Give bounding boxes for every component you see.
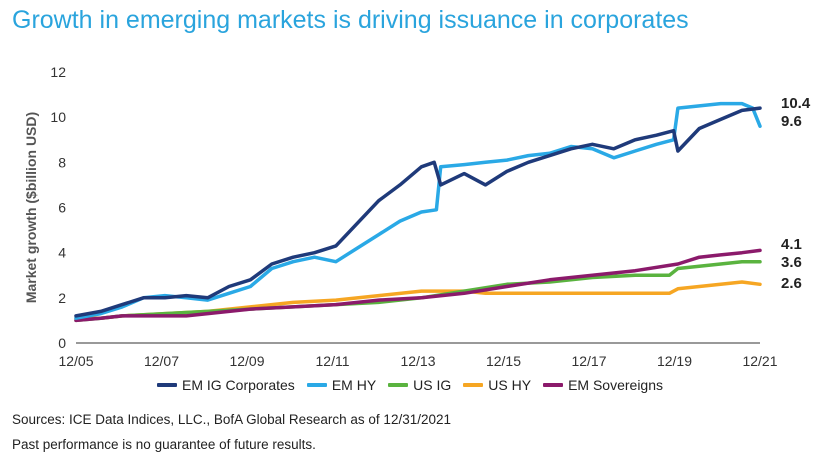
- legend-swatch: [463, 383, 484, 387]
- y-tick-label: 10: [50, 109, 66, 125]
- legend-swatch: [388, 383, 409, 387]
- legend-item: EM Sovereigns: [543, 377, 663, 393]
- end-value-labels: 10.49.6 3.6 2.6 4.1: [781, 95, 811, 292]
- legend-label: EM HY: [331, 377, 377, 393]
- series-line-em-sovereigns: [74, 248, 762, 323]
- x-tick-label: 12/15: [486, 353, 521, 369]
- x-tick-labels: 12/05 12/07 12/09 12/11 12/13 12/15 12/17 12/19…: [58, 353, 777, 369]
- legend-label: US IG: [413, 377, 452, 393]
- x-tick-label: 12/17: [571, 353, 606, 369]
- legend-item: US IG: [388, 377, 451, 393]
- y-tick-label: 6: [58, 200, 66, 216]
- y-axis-label: Market growth ($billion USD): [23, 112, 39, 303]
- chart-title: Growth in emerging markets is driving is…: [12, 6, 689, 34]
- y-tick-label: 12: [50, 64, 66, 80]
- legend-swatch: [156, 383, 177, 387]
- x-tick-label: 12/21: [742, 353, 777, 369]
- x-tick-label: 12/09: [229, 353, 264, 369]
- end-value-label: 2.6: [781, 275, 802, 292]
- legend-label: US HY: [488, 377, 532, 393]
- end-value-label: 10.4: [781, 95, 811, 112]
- legend-item: US HY: [463, 377, 531, 393]
- y-tick-label: 8: [58, 154, 66, 170]
- x-tick-label: 12/05: [58, 353, 93, 369]
- source-note: Sources: ICE Data Indices, LLC., BofA Gl…: [12, 412, 452, 427]
- y-tick-label: 2: [58, 290, 66, 306]
- series-lines: [74, 101, 762, 323]
- x-tick-label: 12/07: [144, 353, 179, 369]
- disclaimer-note: Past performance is no guarantee of futu…: [12, 437, 316, 452]
- legend-item: EM IG Corporates: [156, 377, 295, 393]
- y-tick-label: 4: [58, 245, 66, 261]
- legend-label: EM Sovereigns: [568, 377, 664, 393]
- end-value-label: 9.6: [781, 113, 802, 130]
- legend-swatch: [306, 383, 327, 387]
- end-value-label: 4.1: [781, 236, 802, 253]
- legend-swatch: [543, 383, 564, 387]
- series-line-us-ig: [74, 259, 762, 323]
- y-tick-labels: 0 2 4 6 8 10 12: [50, 64, 66, 351]
- y-tick-label: 0: [58, 335, 66, 351]
- y-axis-label-group: Market growth ($billion USD): [23, 112, 39, 303]
- legend-label: EM IG Corporates: [181, 377, 295, 393]
- x-tick-label: 12/19: [657, 353, 692, 369]
- legend-item: EM HY: [306, 377, 377, 393]
- series-line-em-ig-corporates: [74, 106, 762, 318]
- x-tick-label: 12/11: [316, 353, 350, 369]
- end-value-label: 3.6: [781, 254, 802, 271]
- x-tick-label: 12/13: [400, 353, 435, 369]
- legend: EM IG Corporates EM HY US IG US HY EM Sovere…: [0, 374, 820, 393]
